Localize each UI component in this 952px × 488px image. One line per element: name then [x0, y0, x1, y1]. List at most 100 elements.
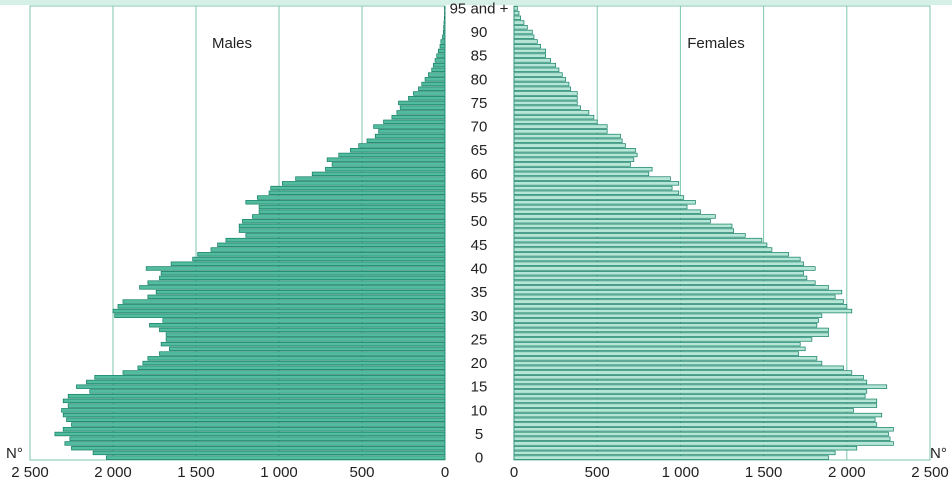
male-bar-age-62 — [332, 163, 445, 167]
female-bar-age-68 — [514, 134, 620, 138]
male-bar-age-24 — [161, 342, 445, 346]
female-bar-age-24 — [514, 342, 800, 346]
male-bar-age-40 — [146, 267, 445, 271]
age-tick-label: 25 — [471, 331, 488, 348]
female-bar-age-70 — [514, 125, 607, 129]
female-bar-age-14 — [514, 390, 867, 394]
male-bar-age-60 — [312, 172, 445, 176]
x-tick-right: 500 — [585, 464, 610, 481]
male-bar-age-58 — [282, 181, 445, 185]
female-bar-age-67 — [514, 139, 622, 143]
male-bar-age-89 — [443, 35, 445, 39]
male-bar-age-83 — [433, 63, 445, 67]
female-bar-age-63 — [514, 158, 634, 162]
male-bar-age-53 — [259, 205, 445, 209]
female-bar-age-56 — [514, 191, 679, 195]
female-bar-age-28 — [514, 323, 817, 327]
male-bar-age-9 — [63, 413, 445, 417]
male-bar-age-56 — [269, 191, 445, 195]
male-bar-age-29 — [163, 319, 445, 323]
female-bar-age-26 — [514, 333, 828, 337]
male-bar-age-37 — [148, 281, 445, 285]
age-tick-label: 40 — [471, 260, 488, 277]
female-bar-age-6 — [514, 427, 893, 431]
female-bar-age-77 — [514, 92, 577, 96]
female-bar-age-48 — [514, 229, 734, 233]
male-bar-age-15 — [76, 385, 445, 389]
male-bar-age-45 — [218, 243, 445, 247]
male-bar-age-4 — [70, 437, 445, 441]
male-bar-age-50 — [242, 219, 445, 223]
male-bar-age-48 — [239, 229, 445, 233]
female-bar-age-53 — [514, 205, 687, 209]
female-bar-age-93 — [514, 16, 521, 20]
female-bar-age-91 — [514, 25, 527, 29]
female-bar-age-0 — [514, 456, 828, 460]
age-tick-label: 50 — [471, 213, 488, 230]
x-tick-left: 1 000 — [260, 464, 298, 481]
male-bar-age-68 — [375, 134, 445, 138]
male-bar-age-43 — [198, 252, 445, 256]
male-bar-age-80 — [425, 77, 445, 81]
male-bar-age-41 — [171, 262, 445, 266]
female-bar-age-20 — [514, 361, 822, 365]
female-bar-age-85 — [514, 54, 546, 58]
male-bar-age-88 — [441, 40, 445, 44]
age-tick-label: 90 — [471, 24, 488, 41]
female-bar-age-87 — [514, 44, 541, 48]
male-bar-age-7 — [72, 423, 446, 427]
male-bar-age-27 — [159, 328, 445, 332]
male-bar-age-65 — [350, 148, 445, 152]
male-bar-age-92 — [444, 21, 445, 25]
male-bar-age-63 — [327, 158, 445, 162]
female-bar-age-17 — [514, 375, 863, 379]
age-tick-label: 15 — [471, 379, 488, 396]
male-bar-age-42 — [193, 257, 445, 261]
male-bar-age-70 — [374, 125, 445, 129]
male-bar-age-59 — [296, 177, 445, 181]
male-bar-age-17 — [95, 375, 445, 379]
female-bar-age-62 — [514, 163, 630, 167]
female-bar-age-36 — [514, 286, 828, 290]
female-bar-age-76 — [514, 96, 577, 100]
male-bar-age-0 — [106, 456, 445, 460]
age-tick-label: 45 — [471, 237, 488, 254]
age-tick-label: 35 — [471, 284, 488, 301]
male-bar-age-31 — [113, 309, 445, 313]
female-bars — [514, 7, 893, 460]
male-bar-age-44 — [211, 248, 445, 252]
age-tick-label: 30 — [471, 308, 488, 325]
female-bar-age-51 — [514, 215, 715, 219]
male-bar-age-75 — [399, 101, 445, 105]
male-bar-age-90 — [443, 30, 445, 34]
age-tick-label: 85 — [471, 48, 488, 65]
male-bar-age-10 — [62, 408, 445, 412]
female-bar-age-38 — [514, 276, 807, 280]
female-bar-age-27 — [514, 328, 828, 332]
male-bar-age-35 — [156, 290, 445, 294]
male-bar-age-93 — [444, 16, 445, 20]
female-bar-age-44 — [514, 248, 772, 252]
female-bar-age-32 — [514, 304, 847, 308]
male-bar-age-82 — [432, 68, 445, 72]
female-bar-age-34 — [514, 295, 835, 299]
female-bar-age-13 — [514, 394, 865, 398]
female-bar-age-8 — [514, 418, 875, 422]
x-tick-right: 2 000 — [828, 464, 866, 481]
unit-label-left: N° — [6, 445, 23, 462]
female-bar-age-94 — [514, 11, 519, 15]
female-bar-age-82 — [514, 68, 559, 72]
x-tick-right: 2 500 — [911, 464, 949, 481]
age-tick-label: 75 — [471, 95, 488, 112]
male-bar-age-25 — [166, 338, 445, 342]
female-bar-age-7 — [514, 423, 877, 427]
male-bar-age-91 — [444, 25, 445, 29]
male-bar-age-49 — [239, 224, 445, 228]
female-bar-age-69 — [514, 129, 607, 133]
male-bar-age-28 — [150, 323, 445, 327]
male-bar-age-30 — [115, 314, 445, 318]
male-bar-age-36 — [140, 286, 445, 290]
female-bar-age-88 — [514, 40, 537, 44]
female-bar-age-89 — [514, 35, 534, 39]
